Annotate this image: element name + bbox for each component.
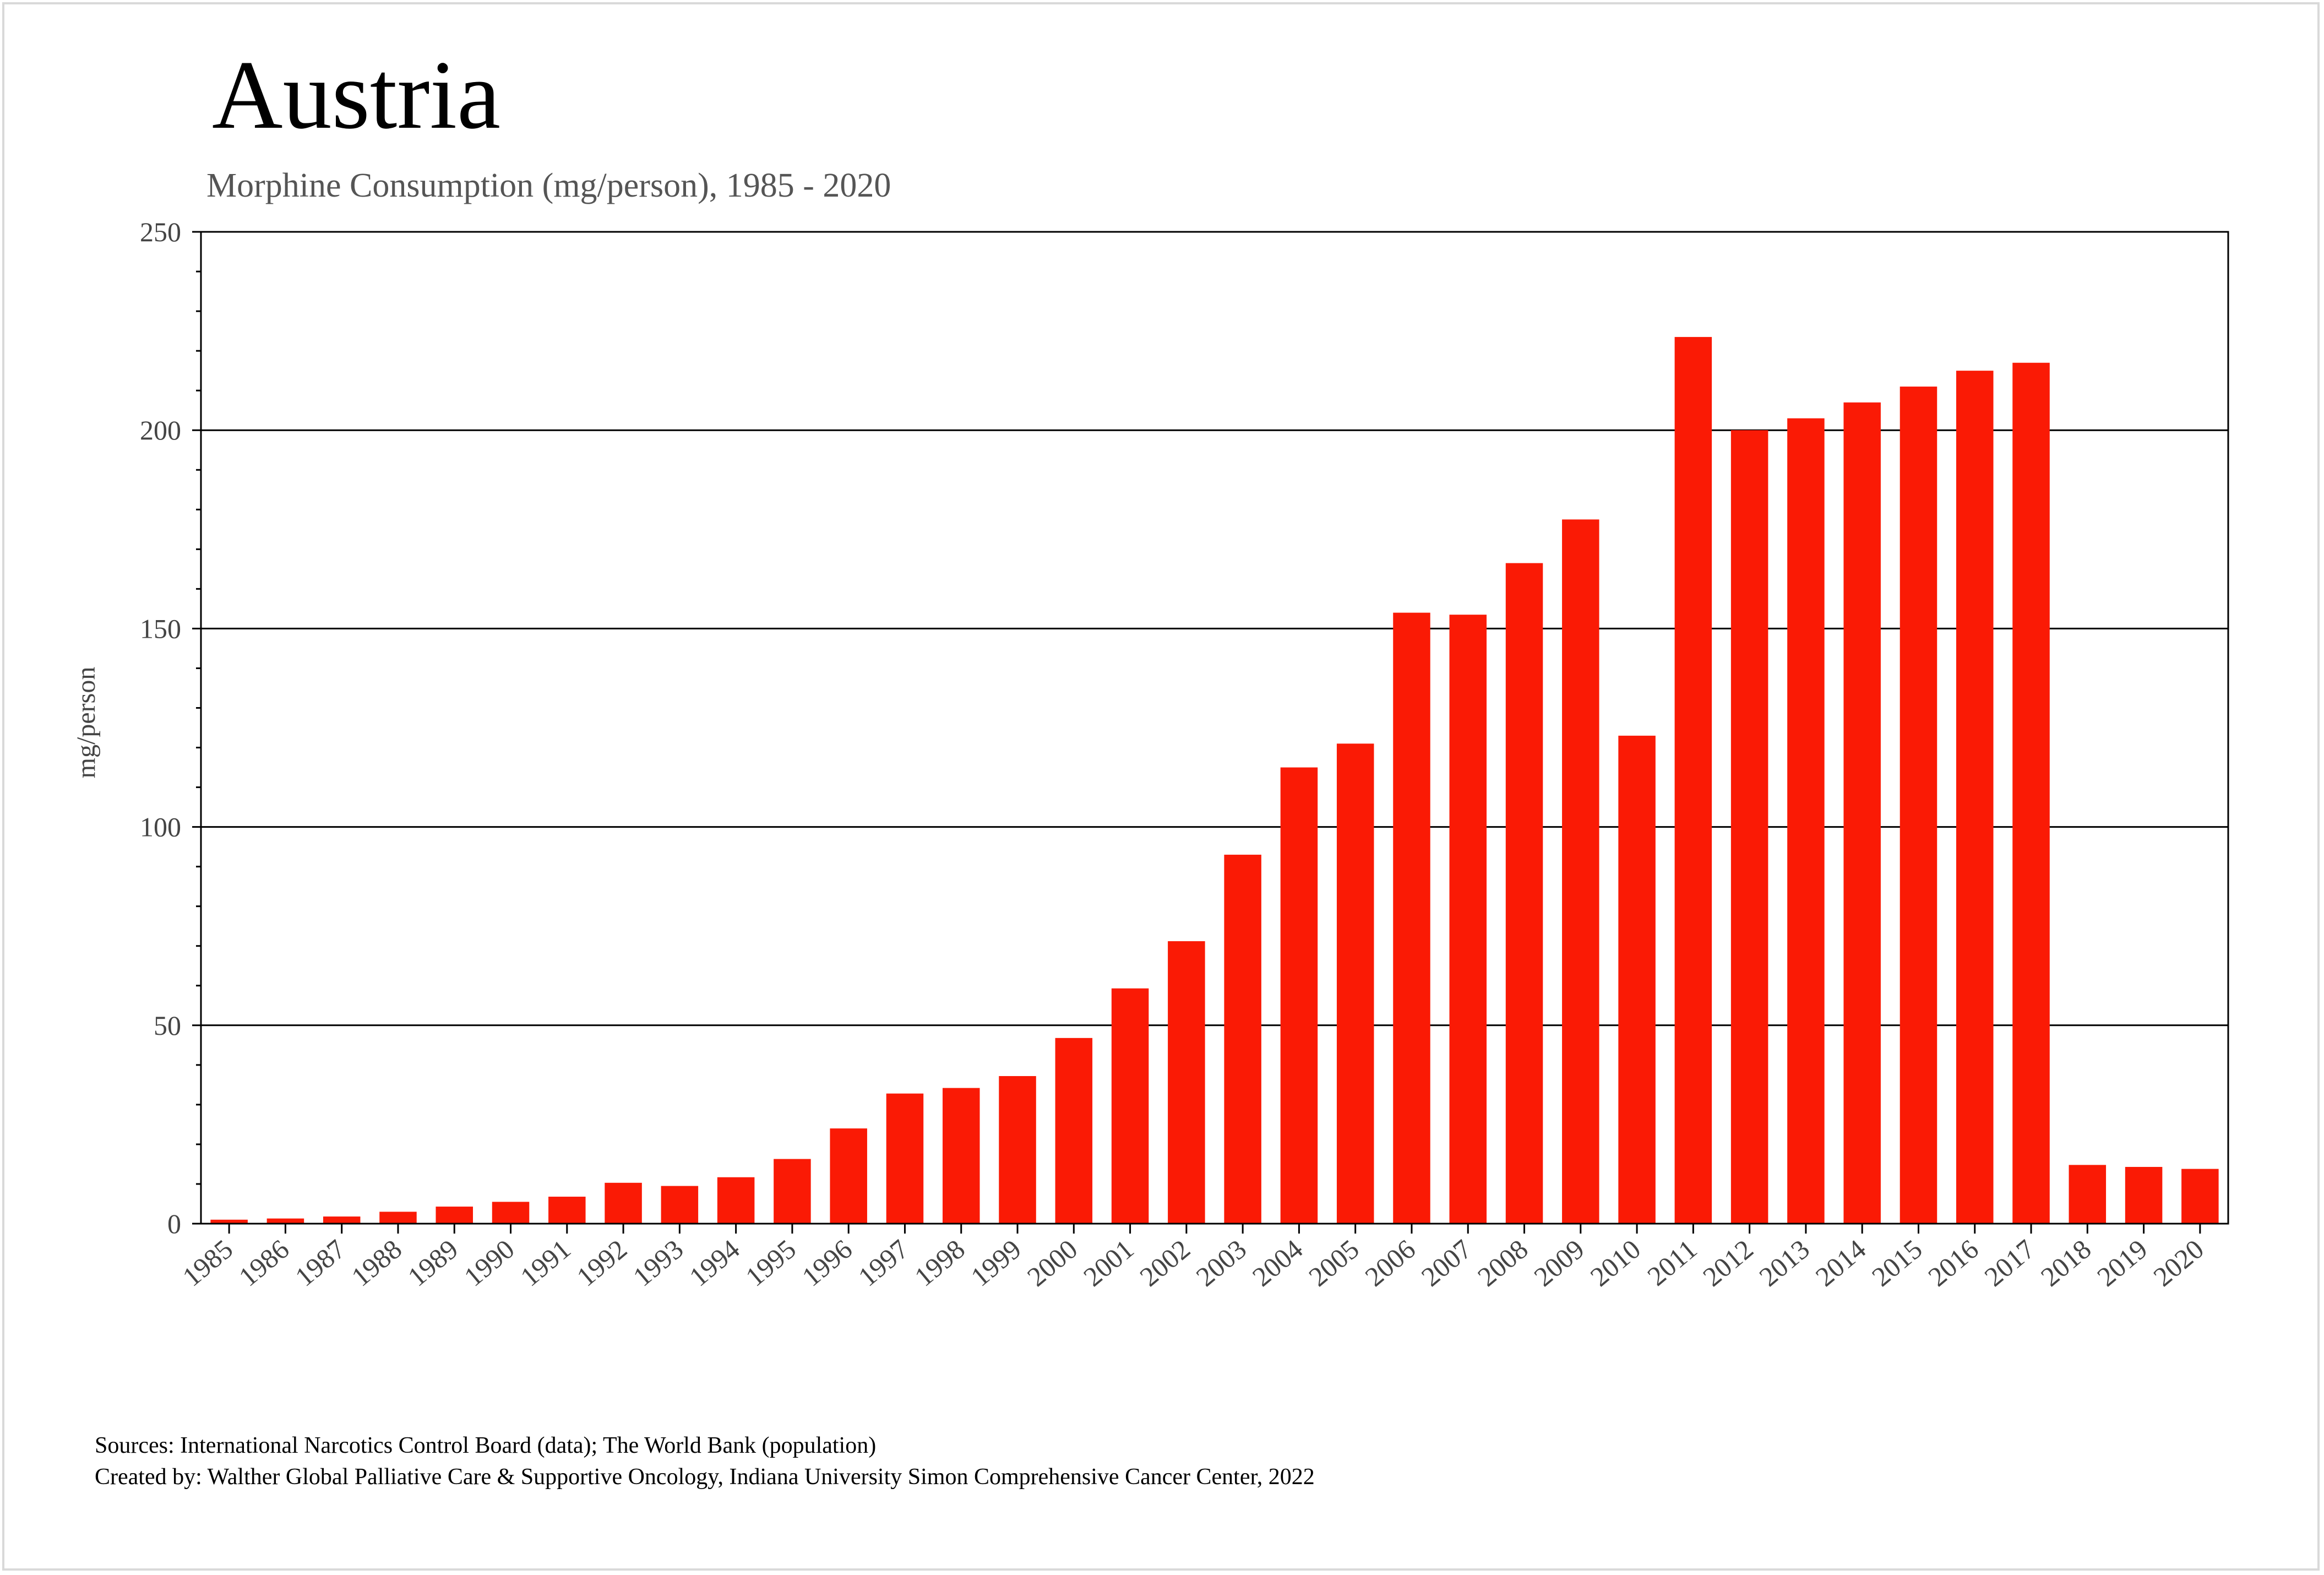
x-tick-label: 2013 [1753,1234,1815,1292]
x-tick-label: 1990 [458,1234,520,1292]
y-tick-label: 200 [140,415,181,446]
y-tick-label: 100 [140,812,181,843]
x-tick-label: 1999 [965,1234,1027,1292]
bar [1618,735,1656,1224]
x-tick-label: 2016 [1922,1234,1984,1292]
x-tick-label: 2012 [1697,1234,1759,1292]
chart-title: Austria [212,40,500,149]
bar [1787,418,1825,1224]
x-tick-label: 1989 [402,1234,464,1292]
bar [323,1216,361,1224]
x-tick-label: 1991 [514,1234,576,1292]
bar [210,1219,248,1224]
x-tick-label: 2006 [1359,1234,1421,1292]
plot-border [200,231,2229,1225]
bars [210,336,2219,1224]
bar [605,1182,642,1224]
chart-subtitle: Morphine Consumption (mg/person), 1985 -… [206,167,891,204]
y-tick-label: 150 [140,613,181,644]
bar [1055,1038,1093,1224]
x-tick-label: 1987 [289,1234,351,1292]
bar [774,1159,811,1224]
x-tick-label: 1985 [177,1234,239,1292]
x-tick-label: 1988 [345,1234,407,1292]
x-tick-label: 2005 [1303,1234,1365,1292]
bar [1900,386,1937,1224]
x-tick-label: 2008 [1472,1234,1534,1292]
x-tick-label: 2003 [1190,1234,1253,1292]
bar [436,1207,473,1224]
axes [192,231,2229,1234]
x-tick-label: 1993 [627,1234,689,1292]
bar [1956,371,1994,1224]
x-tick-label: 2009 [1528,1234,1590,1292]
x-tick-label: 1998 [908,1234,971,1292]
bar [1562,519,1599,1224]
x-tick-label: 2019 [2091,1234,2153,1292]
bar [886,1093,924,1224]
bar [717,1177,755,1224]
bar [548,1197,586,1224]
x-tick-label: 2002 [1134,1234,1196,1292]
x-tick-label: 2010 [1585,1234,1647,1292]
x-tick-label: 1995 [739,1234,802,1292]
x-tick-label: 2007 [1416,1234,1478,1292]
bar [492,1202,530,1224]
x-tick-label: 2001 [1077,1234,1140,1292]
y-axis-label: mg/person [72,667,101,779]
x-tick-labels: 1985198619871988198919901991199219931994… [177,1234,2209,1292]
x-tick-label: 1994 [683,1234,745,1292]
x-tick-label: 2018 [2035,1234,2097,1292]
bar [1336,743,1374,1224]
bar [2181,1169,2219,1224]
bar [2012,362,2050,1224]
x-tick-label: 2017 [1978,1234,2040,1292]
bar [1224,855,1261,1224]
x-tick-label: 1997 [852,1234,915,1292]
y-tick-labels: 0 50 100 150 200 250 [140,216,181,1239]
x-tick-label: 1996 [796,1234,858,1292]
bar [999,1076,1036,1224]
y-tick-label: 0 [167,1208,181,1239]
created-by-note: Created by: Walther Global Palliative Ca… [95,1464,1315,1490]
bar [2069,1165,2107,1224]
bar [942,1088,980,1224]
x-tick-label: 2011 [1641,1234,1702,1292]
x-tick-label: 2000 [1021,1234,1084,1292]
bar [830,1128,867,1224]
x-tick-label: 2020 [2147,1234,2209,1292]
bar [1843,402,1881,1224]
bar [266,1218,304,1224]
bar [1393,612,1430,1224]
x-tick-label: 2015 [1866,1234,1928,1292]
x-tick-label: 2014 [1810,1234,1872,1292]
bar [1674,336,1712,1224]
bar [661,1186,699,1224]
bar [2125,1166,2163,1224]
bar [1111,988,1149,1224]
x-tick-label: 2004 [1247,1234,1309,1292]
bar [1449,615,1487,1224]
bar [379,1212,417,1224]
y-tick-label: 250 [140,216,181,247]
bar [1505,563,1543,1224]
x-tick-label: 1986 [233,1234,295,1292]
bar [1730,430,1768,1224]
bar [1280,767,1318,1224]
bar [1168,941,1205,1224]
x-tick-label: 1992 [571,1234,633,1292]
y-tick-label: 50 [154,1010,181,1041]
sources-note: Sources: International Narcotics Control… [95,1433,876,1458]
